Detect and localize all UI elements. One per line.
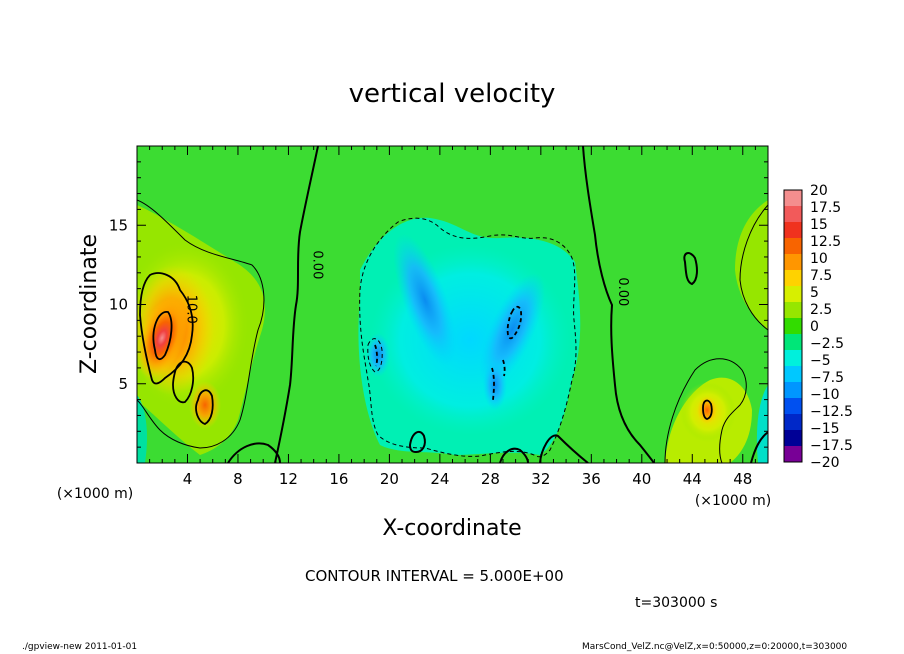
contour-label: 10.0	[183, 295, 198, 324]
colorbar-label: 15	[810, 217, 828, 233]
x-unit-label-left: (×1000 m)	[57, 486, 133, 502]
colorbar-swatch	[784, 318, 802, 335]
x-unit-label-right: (×1000 m)	[695, 493, 771, 509]
colorbar-label: 12.5	[810, 234, 841, 250]
x-axis-title: X-coordinate	[382, 516, 521, 541]
colorbar-swatch	[784, 414, 802, 431]
y-tick-label: 10	[109, 296, 128, 314]
negative-edge-left	[137, 395, 148, 463]
negative-edge-right	[756, 385, 768, 463]
strong-negative-contours	[374, 305, 523, 401]
blue-band-2	[479, 273, 545, 387]
plot-area	[137, 146, 768, 463]
contour-label: 0.00	[310, 250, 325, 279]
colorbar-frame	[783, 189, 803, 463]
colorbar-swatch	[784, 350, 802, 367]
colorbar-swatch	[784, 446, 802, 463]
colorbar-label: 10	[810, 251, 828, 267]
time-label: t=303000 s	[635, 595, 718, 611]
zero-contours	[227, 146, 768, 463]
contour-label: 0.00	[615, 277, 630, 306]
colorbar-swatch	[784, 430, 802, 447]
colorbar-swatch	[784, 302, 802, 319]
x-tick-label: 12	[279, 470, 298, 488]
footer-left: ./gpview-new 2011-01-01	[22, 642, 138, 652]
colorbar-label: −10	[810, 387, 840, 403]
blue-spot-2	[483, 360, 507, 410]
colorbar-swatch	[784, 334, 802, 351]
x-tick-label: 44	[683, 470, 702, 488]
colorbar-swatch	[784, 254, 802, 271]
y-axis-ticks: 5 10 15	[109, 216, 768, 393]
colorbar-swatch	[784, 270, 802, 287]
x-tick-label: 36	[582, 470, 601, 488]
contour-labels: 10.0 0.00 0.00	[183, 250, 630, 323]
colorbar-label: 2.5	[810, 302, 832, 318]
blue-band-1	[393, 233, 457, 367]
x-axis-ticks: 4 8 12 16 20 24 28 32 36 40 44 48	[183, 146, 752, 488]
x-tick-label: 28	[481, 470, 500, 488]
negative-contours	[359, 217, 577, 458]
x-tick-label: 16	[329, 470, 348, 488]
colorbar-label: 7.5	[810, 268, 832, 284]
x-tick-label: 24	[430, 470, 449, 488]
colorbar-label: −15	[810, 421, 840, 437]
colorbar-swatch	[784, 206, 802, 223]
colorbar-swatch	[784, 382, 802, 399]
contour-interval-label: CONTOUR INTERVAL = 5.000E+00	[305, 567, 564, 585]
y-axis-title: Z-coordinate	[77, 234, 102, 374]
footer-right: MarsCond_VelZ.nc@VelZ,x=0:50000,z=0:2000…	[582, 642, 848, 652]
colorbar: 2017.51512.5107.552.50−2.5−5−7.5−10−12.5…	[783, 183, 853, 471]
colorbar-label: −5	[810, 353, 831, 369]
colorbar-label: −7.5	[810, 370, 844, 386]
colorbar-label: 20	[810, 183, 828, 199]
x-tick-label: 32	[531, 470, 550, 488]
colorbar-label: 17.5	[810, 200, 841, 216]
x-tick-label: 20	[380, 470, 399, 488]
colorbar-label: −2.5	[810, 336, 844, 352]
x-tick-label: 4	[183, 470, 193, 488]
orange-core-right	[697, 396, 717, 424]
colorbar-label: 5	[810, 285, 819, 301]
red-core-left	[137, 297, 188, 379]
y-tick-label: 5	[118, 375, 128, 393]
colorbar-label: 0	[810, 319, 819, 335]
y-tick-label: 15	[109, 216, 128, 234]
positive-contours	[137, 199, 768, 463]
colorbar-swatch	[784, 286, 802, 303]
orange-blob-lower	[189, 381, 221, 429]
colorbar-swatch	[784, 398, 802, 415]
colorbar-swatch	[784, 238, 802, 255]
blue-spot-1	[366, 333, 390, 377]
colorbar-swatch	[784, 366, 802, 383]
x-tick-label: 8	[233, 470, 243, 488]
colorbar-label: −20	[810, 455, 840, 471]
x-tick-label: 48	[733, 470, 752, 488]
chart-title: vertical velocity	[349, 79, 556, 109]
colorbar-swatch	[784, 190, 802, 207]
colorbar-swatch	[784, 222, 802, 239]
x-tick-label: 40	[632, 470, 651, 488]
minor-ticks	[137, 146, 768, 463]
colorbar-label: −17.5	[810, 438, 853, 454]
colorbar-label: −12.5	[810, 404, 853, 420]
